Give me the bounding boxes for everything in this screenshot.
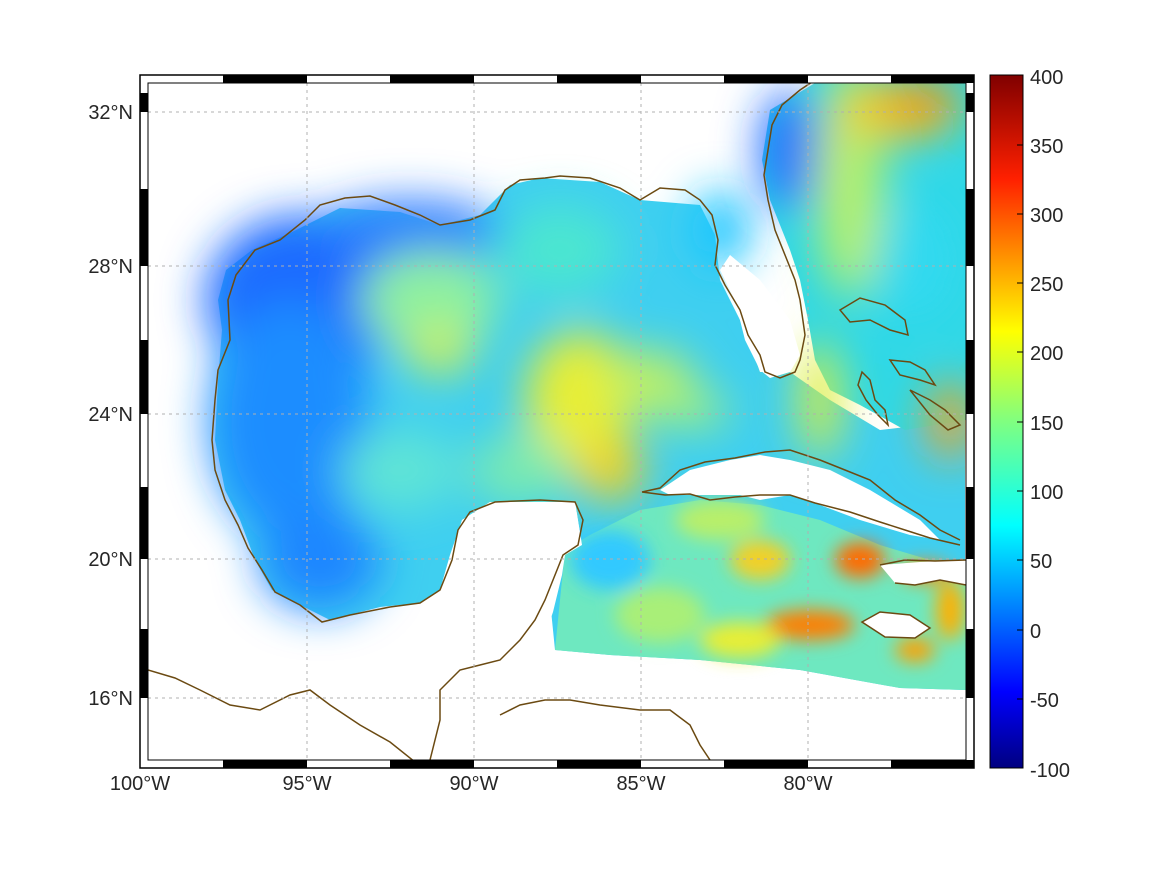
lon-tick-label: 100°W [110,773,170,795]
colorbar-tick-label: 300 [1030,205,1063,227]
lat-tick-label: 24°N [88,404,133,426]
colorbar-ticks [1017,144,1023,700]
lon-tick-label: 95°W [282,773,331,795]
colorbar: 400 350 300 250 200 150 100 50 0 -50 -10… [989,67,1070,782]
colorbar-tick-label: -100 [1030,760,1070,782]
coastlines [148,83,966,760]
jamaica-coastline [860,611,932,639]
atlantic-field [760,83,966,460]
lat-tick-label: 32°N [88,102,133,124]
colorbar-tick-label: 200 [1030,343,1063,365]
ocean-heatmap [148,83,966,760]
colorbar-tick-label: -50 [1030,690,1059,712]
map-frame [139,74,975,769]
lon-tick-label: 85°W [616,773,665,795]
bahamas-coastline [838,297,962,431]
colorbar-tick-label: 250 [1030,274,1063,296]
lat-tick-label: 28°N [88,256,133,278]
colorbar-tick-label: 350 [1030,136,1063,158]
colorbar-tick-label: 150 [1030,413,1063,435]
lat-tick-label: 16°N [88,688,133,710]
latitude-tick-labels: 32°N 28°N 24°N 20°N 16°N [88,102,133,710]
colorbar-tick-label: 0 [1030,621,1041,643]
hispaniola-coastline [879,559,966,586]
longitude-tick-labels: 100°W 95°W 90°W 85°W 80°W [110,773,833,795]
map-grid [148,83,966,760]
central-america-coastline [499,699,711,760]
lon-tick-label: 90°W [449,773,498,795]
colorbar-tick-label: 100 [1030,482,1063,504]
lat-tick-label: 20°N [88,549,133,571]
colorbar-tick-label: 400 [1030,67,1063,89]
gulf-coastline [148,83,812,760]
lon-tick-label: 80°W [783,773,832,795]
colorbar-tick-label: 50 [1030,551,1052,573]
cuba-coastline [641,449,961,546]
